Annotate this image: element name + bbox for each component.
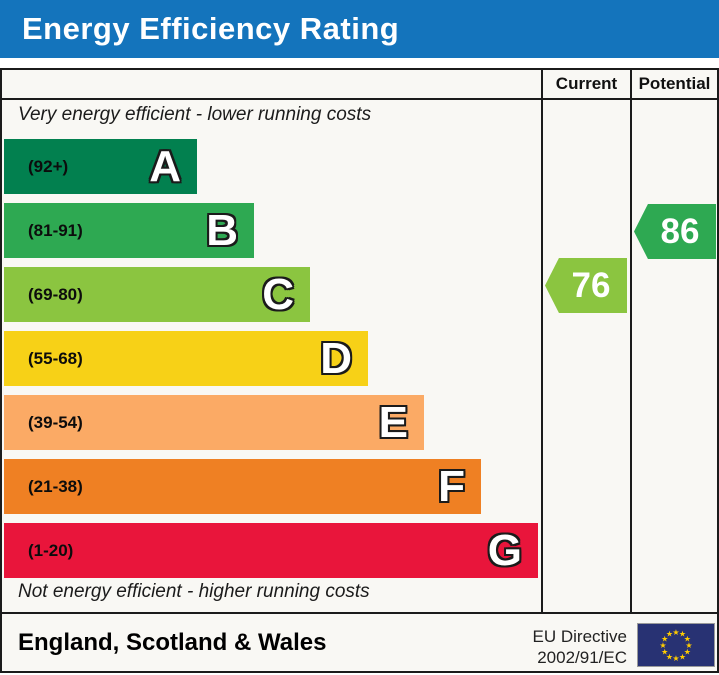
band-range-label: (39-54) [28,412,83,432]
band-letter: G [487,525,522,575]
current-rating-arrow: 76 [545,258,627,313]
current-rating-value: 76 [571,265,611,305]
svg-text:★: ★ [679,652,686,661]
footer-divider [2,612,717,614]
eu-directive-line2: 2002/91/EC [537,648,627,667]
band-range-label: (21-38) [28,476,83,496]
eu-flag-icon: ★ ★ ★ ★ ★ ★ ★ ★ ★ ★ ★ ★ [637,623,715,667]
bottom-note: Not energy efficient - higher running co… [18,581,370,602]
potential-rating-value: 86 [660,211,700,251]
band-g: (1-20) G [4,523,538,578]
band-f: (21-38) F [4,459,481,514]
band-range-label: (55-68) [28,348,83,368]
band-letter: C [262,269,294,319]
band-letter: D [320,333,352,383]
svg-text:★: ★ [666,630,673,639]
svg-text:★: ★ [661,635,668,644]
svg-text:★: ★ [672,654,679,663]
svg-text:★: ★ [684,635,691,644]
band-range-label: (1-20) [28,540,74,560]
svg-text:★: ★ [659,641,666,650]
band-d: (55-68) D [4,331,368,386]
band-letter: F [438,461,465,511]
band-range-label: (69-80) [28,284,83,304]
potential-rating-arrow: 86 [634,204,716,259]
band-e: (39-54) E [4,395,424,450]
svg-text:★: ★ [684,648,691,657]
band-b: (81-91) B [4,203,254,258]
band-range-label: (81-91) [28,220,83,240]
band-c: (69-80) C [4,267,310,322]
band-letter: B [206,205,238,255]
band-letter: E [378,397,408,447]
eu-directive-label: EU Directive 2002/91/EC [533,626,627,668]
band-range-label: (92+) [28,156,69,176]
rating-table: Current Potential Very energy efficient … [0,68,719,673]
top-note: Very energy efficient - lower running co… [18,104,372,125]
current-column-header: Current [555,74,618,93]
potential-column-divider [630,70,632,614]
svg-text:★: ★ [679,630,686,639]
page-title: Energy Efficiency Rating [22,11,400,46]
svg-text:★: ★ [685,641,692,650]
title-bar: Energy Efficiency Rating [0,0,719,58]
header-divider [2,98,717,100]
eu-directive-line1: EU Directive [532,627,627,646]
band-letter: A [149,141,181,191]
potential-column-header: Potential [638,74,711,93]
svg-text:★: ★ [672,628,679,637]
current-column-divider [541,70,543,614]
svg-text:★: ★ [666,652,673,661]
region-label: England, Scotland & Wales [18,629,327,656]
band-a: (92+) A [4,139,197,194]
svg-text:★: ★ [661,648,668,657]
